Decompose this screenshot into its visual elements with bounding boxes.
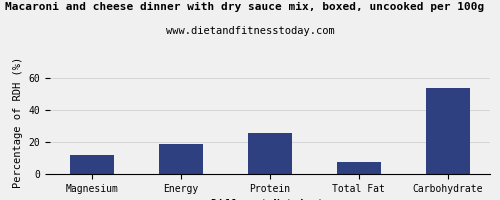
Bar [248,133,292,174]
X-axis label: Different Nutrients: Different Nutrients [210,199,330,200]
Text: www.dietandfitnesstoday.com: www.dietandfitnesstoday.com [166,26,334,36]
Bar [336,162,381,174]
Y-axis label: Percentage of RDH (%): Percentage of RDH (%) [13,56,23,188]
Text: Macaroni and cheese dinner with dry sauce mix, boxed, uncooked per 100g: Macaroni and cheese dinner with dry sauc… [5,2,484,12]
Bar [159,144,204,174]
Bar [70,155,114,174]
Bar [426,88,470,174]
